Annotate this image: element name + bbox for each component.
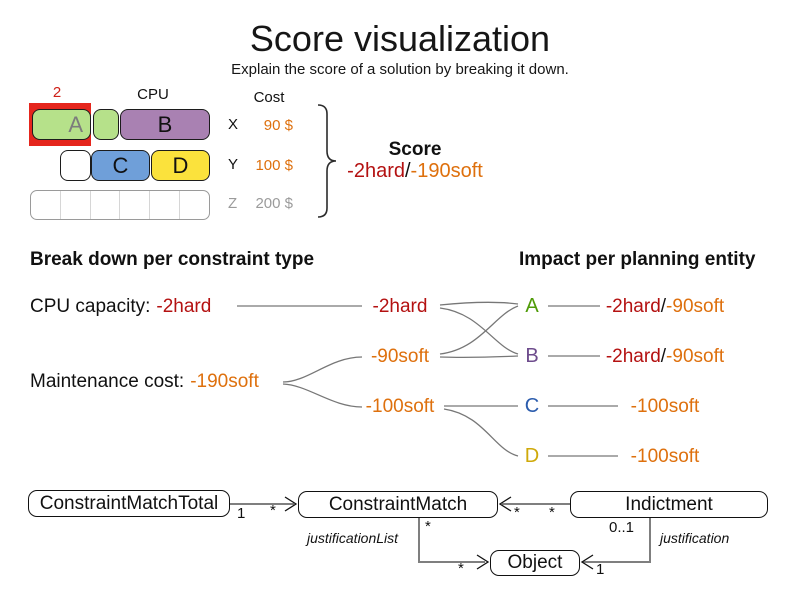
impact-heading: Impact per planning entity — [519, 249, 756, 270]
association-label-justification: justification — [660, 530, 730, 546]
multiplicity-cm-justification-many: * — [425, 518, 431, 535]
multiplicity-object-from-cm-many: * — [458, 560, 464, 577]
multiplicity-indictment-many: * — [549, 504, 555, 521]
uml-class-object: Object — [490, 550, 580, 576]
constraint-cpu-capacity-value: -2hard — [156, 296, 212, 317]
breakdown-heading: Break down per constraint type — [30, 249, 315, 270]
constraint-match-value-100soft: -100soft — [365, 396, 435, 417]
entity-a-impact: -2hard/-90soft — [600, 296, 730, 318]
entity-c-impact-soft: -100soft — [630, 396, 700, 417]
entity-b-impact-hard: -2hard — [605, 346, 661, 367]
empty-cpu-cell — [120, 191, 151, 219]
constraint-maintenance-cost-label: Maintenance cost: — [30, 371, 185, 392]
empty-cpu-cell — [91, 191, 121, 219]
score-soft-part: -190soft — [410, 160, 483, 182]
machine-x-cost: 90 $ — [263, 117, 293, 134]
overload-count-label: 2 — [52, 84, 62, 101]
process-block-d: D — [151, 150, 210, 181]
constraint-maintenance-cost: Maintenance cost: -190soft — [30, 371, 259, 393]
entity-a-label: A — [525, 295, 539, 317]
uml-class-indictment-label: Indictment — [625, 493, 713, 515]
entity-b-impact-separator: / — [660, 346, 667, 367]
score-value: -2hard/-190soft — [339, 160, 491, 183]
uml-class-constraint-match: ConstraintMatch — [298, 491, 498, 518]
arrowhead-into-object-right — [580, 554, 594, 570]
uml-class-constraint-match-total: ConstraintMatchTotal — [28, 490, 230, 517]
entity-d-impact-soft: -100soft — [630, 446, 700, 467]
machine-y-label: Y — [228, 156, 239, 173]
entity-a-impact-soft: -90soft — [666, 296, 725, 317]
entity-c-impact: -100soft — [600, 396, 730, 418]
cpu-column-header: CPU — [137, 86, 169, 103]
arrowhead-into-constraint-match-right — [498, 496, 512, 512]
uml-class-constraint-match-label: ConstraintMatch — [328, 493, 468, 515]
constraint-cpu-capacity: CPU capacity: -2hard — [30, 296, 211, 318]
multiplicity-cm-from-indictment-many: * — [514, 504, 520, 521]
process-block-b-label: B — [157, 111, 173, 137]
association-label-justification-list: justificationList — [307, 530, 399, 546]
constraint-match-lines — [237, 301, 618, 457]
multiplicity-indictment-justification: 0..1 — [609, 519, 635, 536]
entity-b-impact-soft: -90soft — [666, 346, 725, 367]
cost-column-header: Cost — [253, 89, 285, 106]
process-block-d-label: D — [172, 152, 189, 178]
entity-c-label: C — [524, 395, 540, 417]
empty-cpu-cell — [61, 191, 91, 219]
constraint-match-value-90soft: -90soft — [370, 346, 430, 367]
page-title: Score visualization — [249, 18, 551, 59]
process-block-a-extra-cell — [93, 109, 119, 140]
multiplicity-cmt-many: * — [270, 502, 276, 519]
score-hard-part: -2hard — [347, 160, 405, 182]
score-brace — [317, 104, 337, 218]
uml-class-constraint-match-total-label: ConstraintMatchTotal — [39, 492, 219, 514]
score-separator: / — [404, 160, 411, 182]
arrowhead-into-constraint-match-left — [284, 496, 298, 512]
process-block-a-label: A — [68, 111, 83, 137]
empty-cpu-cell — [180, 191, 209, 219]
entity-a-impact-hard: -2hard — [605, 296, 661, 317]
machine-x-label: X — [228, 116, 239, 133]
machine-y-empty-cell — [60, 150, 91, 181]
process-block-a: A — [32, 109, 91, 140]
empty-cpu-cell — [31, 191, 61, 219]
multiplicity-cmt-one: 1 — [237, 505, 246, 522]
arrowhead-into-object-left — [476, 554, 490, 570]
score-heading: Score — [388, 139, 442, 160]
uml-class-indictment: Indictment — [570, 491, 768, 518]
machine-z-label: Z — [228, 195, 238, 212]
uml-class-object-label: Object — [507, 552, 563, 573]
constraint-maintenance-cost-value: -190soft — [190, 371, 259, 392]
machine-y-cost: 100 $ — [255, 157, 293, 174]
entity-a-impact-separator: / — [660, 296, 667, 317]
entity-d-impact: -100soft — [600, 446, 730, 468]
multiplicity-object-one: 1 — [596, 561, 605, 578]
constraint-match-value-hard: -2hard — [372, 296, 428, 317]
process-block-b: B — [120, 109, 210, 140]
machine-z-empty-row — [30, 190, 210, 220]
entity-b-label: B — [525, 345, 539, 367]
process-block-c-label: C — [112, 152, 129, 178]
process-block-c: C — [91, 150, 150, 181]
constraint-cpu-capacity-label: CPU capacity: — [30, 296, 151, 317]
empty-cpu-cell — [150, 191, 181, 219]
machine-z-cost: 200 $ — [255, 195, 293, 212]
entity-d-label: D — [524, 445, 540, 467]
entity-b-impact: -2hard/-90soft — [600, 346, 730, 368]
page-subtitle: Explain the score of a solution by break… — [231, 61, 569, 78]
